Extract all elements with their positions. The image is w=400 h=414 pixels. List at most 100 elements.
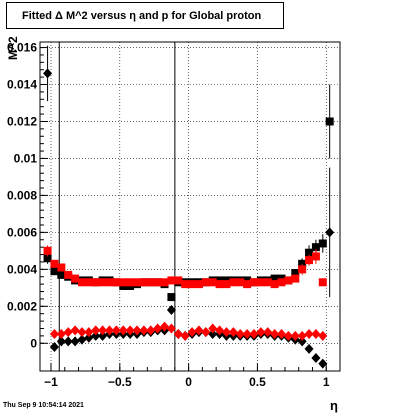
data-point-square <box>249 278 258 287</box>
y-tick-label: 0.012 <box>7 114 37 128</box>
data-point-diamond <box>311 329 321 340</box>
data-point-square <box>291 274 300 283</box>
data-point-diamond <box>283 330 293 341</box>
data-point-square <box>50 259 59 268</box>
x-tick-label: 0.5 <box>249 375 266 389</box>
data-point-square <box>318 239 327 248</box>
data-point-diamond <box>146 325 156 336</box>
axis-ticks: −1 −0.5 0 0.5 1 0 0.002 0.004 0.006 0.008 0.01 0.01… <box>7 41 330 389</box>
data-point-diamond <box>98 330 108 341</box>
data-point-diamond <box>263 327 273 338</box>
data-point-square <box>119 278 128 287</box>
data-point-diamond <box>84 332 94 343</box>
data-point-diamond <box>201 327 211 338</box>
data-point-diamond <box>304 343 314 354</box>
x-tick-label: 0 <box>185 375 192 389</box>
data-point-square <box>215 280 224 289</box>
data-point-square <box>208 278 217 287</box>
data-point-diamond <box>173 329 183 340</box>
data-point-diamond <box>104 325 114 336</box>
data-point-diamond <box>208 323 218 334</box>
data-point-diamond <box>84 327 94 338</box>
y-tick-label: 0.01 <box>14 151 38 165</box>
data-point-square <box>263 278 272 287</box>
y-tick-label: 0.004 <box>7 262 37 276</box>
data-point-square <box>84 278 93 287</box>
y-axis-label: M^2 <box>6 36 20 60</box>
y-tick-label: 0.014 <box>7 78 37 92</box>
data-point-square <box>277 278 286 287</box>
data-point-diamond <box>77 334 87 345</box>
data-point-diamond <box>318 358 328 369</box>
plot-frame <box>39 41 341 372</box>
y-tick-label: 0.006 <box>7 225 37 239</box>
data-point-diamond <box>118 325 128 336</box>
data-point-square <box>64 270 73 279</box>
data-point-diamond <box>325 227 335 238</box>
data-point-square <box>71 274 80 283</box>
data-point-square <box>181 280 190 289</box>
y-tick-label: 0.008 <box>7 188 37 202</box>
data-point-square <box>291 269 300 278</box>
data-point-diamond <box>318 330 328 341</box>
data-point-square <box>270 280 279 289</box>
data-point-diamond <box>166 323 176 334</box>
data-point-diamond <box>249 329 259 340</box>
data-point-square <box>139 278 148 287</box>
data-point-diamond <box>77 327 87 338</box>
data-point-diamond <box>43 68 53 79</box>
data-point-diamond <box>180 330 190 341</box>
data-point-square <box>325 117 334 126</box>
y-tick-label: 0.002 <box>7 299 37 313</box>
data-point-diamond <box>194 325 204 336</box>
data-point-diamond <box>56 329 66 340</box>
data-point-diamond <box>304 329 314 340</box>
data-point-square <box>270 274 279 283</box>
data-point-square <box>284 276 293 285</box>
data-point-diamond <box>208 329 218 340</box>
data-point-diamond <box>277 329 287 340</box>
data-point-diamond <box>56 336 66 347</box>
data-point-square <box>105 278 114 287</box>
data-point-diamond <box>132 325 142 336</box>
data-point-diamond <box>63 327 73 338</box>
data-point-square <box>50 267 59 276</box>
x-tick-label: −1 <box>44 375 58 389</box>
x-tick-label: 1 <box>323 375 330 389</box>
data-point-diamond <box>70 325 80 336</box>
data-point-diamond <box>228 327 238 338</box>
data-point-square <box>298 265 307 274</box>
data-point-diamond <box>311 353 321 364</box>
data-point-square <box>229 278 238 287</box>
data-point-square <box>91 278 100 287</box>
data-point-diamond <box>98 325 108 336</box>
data-point-square <box>77 278 86 287</box>
data-point-square <box>57 270 66 279</box>
data-point-square <box>201 278 210 287</box>
data-point-diamond <box>91 325 101 336</box>
data-point-square <box>188 280 197 289</box>
data-point-diamond <box>290 330 300 341</box>
data-point-diamond <box>49 341 59 352</box>
data-point-square <box>194 280 203 289</box>
data-point-square <box>311 243 320 252</box>
series-4 <box>49 321 328 341</box>
x-axis-label: η <box>330 398 338 413</box>
data-point-diamond <box>221 327 231 338</box>
data-point-diamond <box>187 327 197 338</box>
data-point-square <box>43 254 52 263</box>
data-point-diamond <box>63 336 73 347</box>
data-point-square <box>174 276 183 285</box>
data-point-square <box>167 276 176 285</box>
data-point-diamond <box>166 305 176 316</box>
data-point-square <box>305 256 314 265</box>
data-point-square <box>160 278 169 287</box>
data-point-diamond <box>160 321 170 332</box>
data-point-square <box>305 248 314 257</box>
data-point-diamond <box>215 325 225 336</box>
data-points <box>43 45 335 369</box>
data-point-diamond <box>242 329 252 340</box>
data-point-diamond <box>111 325 121 336</box>
vertical-marker-lines <box>58 42 176 371</box>
